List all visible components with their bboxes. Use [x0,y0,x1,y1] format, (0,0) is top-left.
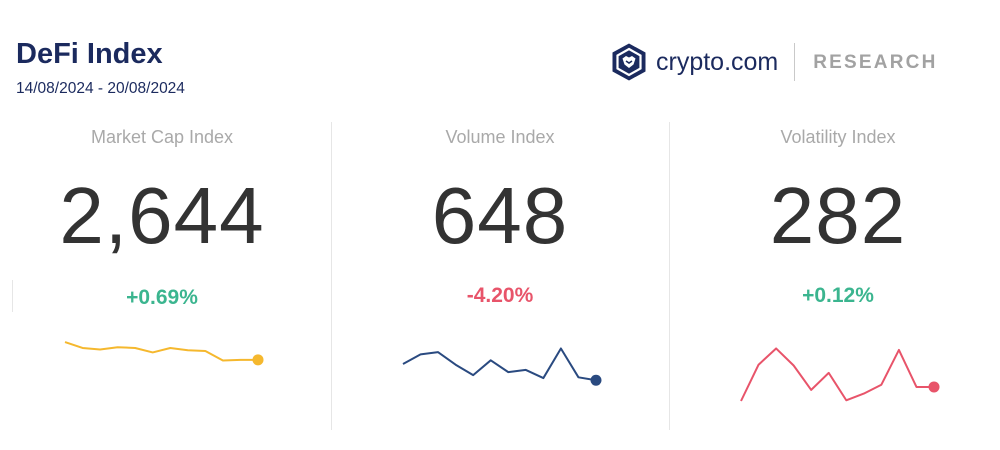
volume-series-line [402,347,597,382]
panel-divider-2 [669,122,670,430]
market-cap-label: Market Cap Index [90,127,234,147]
volatility-series-line [740,347,934,402]
brand-name: crypto.com [656,47,779,76]
panel-divider-left [12,280,13,312]
market-cap-change: +0.69% [126,286,198,309]
market-cap-sparkline [64,341,264,366]
date-range: 14/08/2024 - 20/08/2024 [16,80,185,97]
logo-divider [794,43,796,81]
volume-label: Volume Index [445,127,555,147]
crypto-com-lion-shield-icon [612,43,646,81]
market-cap-panel: Market Cap Index 2,644 +0.69% [0,120,330,440]
volatility-sparkline [740,347,940,402]
market-cap-last-point [252,354,264,366]
volatility-panel: Volatility Index 282 +0.12% [670,120,1000,440]
volume-value: 648 [431,171,569,260]
brand-logo: crypto.com RESEARCH [612,42,938,82]
volume-panel: Volume Index 648 -4.20% [332,120,668,440]
volatility-last-point [928,381,940,393]
volatility-value: 282 [769,171,907,260]
page-title: DeFi Index [16,38,163,70]
market-cap-series-line [64,341,258,362]
brand-tag: RESEARCH [813,51,938,73]
market-cap-value: 2,644 [59,171,265,260]
volatility-change: +0.12% [802,284,874,307]
panel-divider-1 [331,122,332,430]
volume-last-point [590,374,602,386]
volume-sparkline [402,347,602,386]
volume-change: -4.20% [466,284,534,307]
volatility-label: Volatility Index [780,127,896,147]
